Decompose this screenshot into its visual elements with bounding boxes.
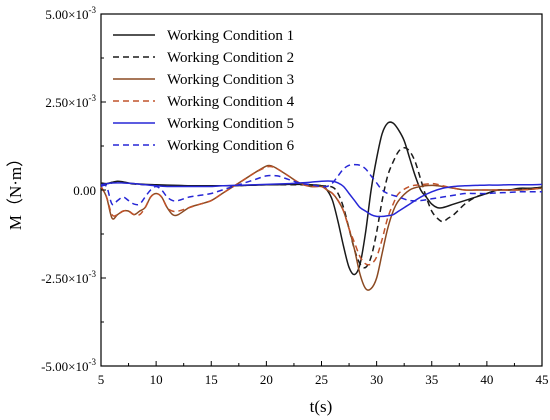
y-tick-label: 5.00×10-3 [45,5,96,22]
x-tick-label: 30 [370,372,383,387]
y-tick-label: -5.00×10-3 [41,357,96,374]
x-axis-title: t(s) [310,397,333,416]
series-line-1 [100,121,543,276]
y-axis: -5.00×10-3 -2.50×10-3 0.00 2.50×10-3 5.00×10… [41,5,106,374]
series-line-6 [100,163,542,206]
series-line-2 [100,147,543,269]
legend-label-3: Working Condition 3 [167,72,294,88]
x-axis: 5 10 15 20 25 30 35 40 45 [98,361,549,387]
legend-label-4: Working Condition 4 [167,94,295,110]
legend: Working Condition 1 Working Condition 2 Wo… [113,28,295,154]
series-line-4 [100,165,543,266]
x-tick-label: 10 [150,372,163,387]
legend-label-5: Working Condition 5 [167,116,294,132]
y-axis-title: M（N·m） [6,150,25,230]
y-tick-label: 2.50×10-3 [45,93,96,110]
x-tick-label: 25 [315,372,328,387]
series-line-5 [100,180,543,218]
y-tick-label: 0.00 [73,183,96,198]
series-line-3 [100,164,543,291]
legend-label-1: Working Condition 1 [167,28,294,44]
x-tick-label: 40 [480,372,493,387]
x-tick-label: 35 [425,372,438,387]
y-tick-label: -2.50×10-3 [41,269,96,286]
legend-label-6: Working Condition 6 [167,138,295,154]
legend-label-2: Working Condition 2 [167,50,294,66]
x-tick-label: 45 [536,372,549,387]
series-layer [100,121,543,291]
x-tick-label: 20 [260,372,273,387]
x-tick-label: 5 [98,372,105,387]
x-tick-label: 15 [205,372,218,387]
